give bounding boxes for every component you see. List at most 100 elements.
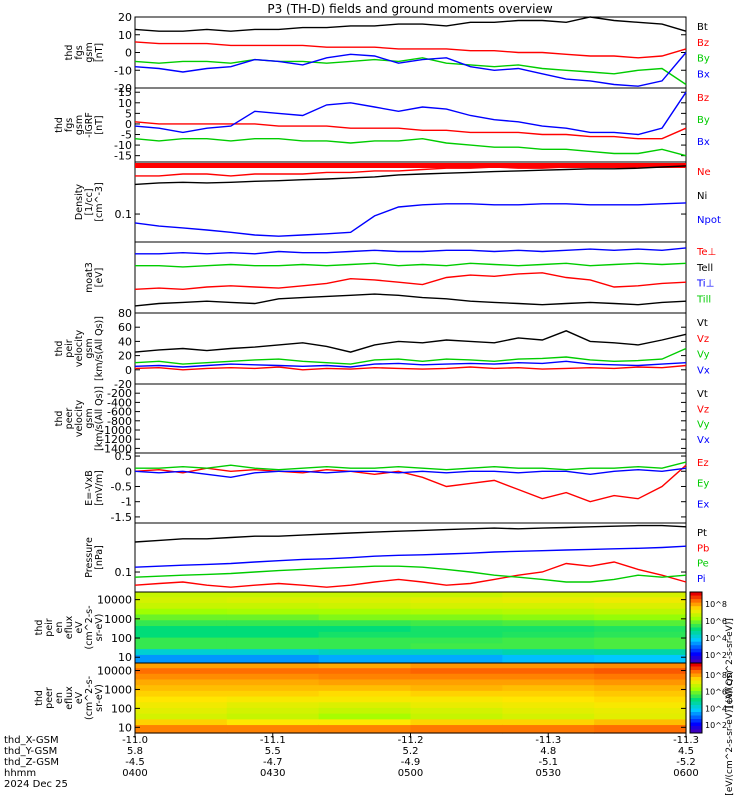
heatmap-cell [318,701,412,708]
series-line-Ez [134,464,687,503]
heatmap-cell [226,613,320,621]
y-axis-label: E=-VxB [84,470,95,505]
y-axis-label: sr-eV) [94,614,105,642]
colorbar-segment [690,729,702,734]
heatmap-cell [318,678,412,686]
heatmap-cell [226,707,320,714]
legend-Vt: Vt [697,389,708,400]
colorbar-segment [690,698,702,702]
legend-Pe: Pe [697,559,709,570]
legend-Vz: Vz [697,404,709,415]
y-axis-label: thd [34,620,45,636]
heatmap-cell [226,667,320,674]
legend-By: By [697,54,710,65]
heatmap-cell [594,667,687,674]
heatmap-cell [318,654,412,664]
y-tick-label: -15 [114,150,132,163]
heatmap-cell [502,673,595,680]
legend-Ey: Ey [697,479,709,490]
series-line-Vy [134,347,687,365]
heatmap-cell [410,701,503,708]
heatmap-cell [594,724,687,734]
y-tick-label: 40 [118,335,132,348]
legend-Bt: Bt [697,22,708,33]
colorbar-segment [690,616,702,621]
y-tick-label: 0.1 [115,208,133,221]
legend-Ex: Ex [697,499,709,510]
y-axis-label: Pressure [84,537,95,578]
heatmap-cell [410,654,503,664]
y-axis-label: eflux [64,615,75,639]
colorbar-segment [690,722,702,727]
colorbar-segment [690,684,702,688]
heatmap-cell [502,642,595,650]
y-axis-label: peer [64,408,75,430]
flag-bar [135,163,686,168]
colorbar-tick-label: 10^6 [705,617,727,626]
heatmap-cell [226,592,320,598]
heatmap-cell [594,718,687,726]
legend-Vy: Vy [697,350,710,361]
heatmap-cell [594,713,687,720]
heatmap-cell [135,684,228,691]
heatmap-cell [502,654,595,664]
series-line-Pe [134,565,687,583]
y-axis-label: [1/cc] [84,188,95,215]
heatmap-cell [502,684,595,691]
heatmap-cell [135,625,228,632]
colorbar-segment [690,708,702,713]
series-line-Npot [134,202,687,237]
heatmap-cell [318,667,412,674]
legend-Vx: Vx [697,365,710,376]
heatmap-cell [226,602,320,609]
colorbar: 10^8 10^6 10^4 10^2[eV/(cm^2-s-sr-eV)] [689,591,735,708]
heatmap-cell [226,636,320,644]
heatmap-cell [135,678,228,686]
heatmap-cell [135,636,228,644]
heatmap-cell [135,619,228,627]
y-tick-label: -800 [107,415,132,428]
heatmap-cell [318,602,412,609]
heatmap-cell [594,602,687,609]
x-row-label: thd_Z-GSM [4,757,59,768]
colorbar-segment [690,715,702,720]
heatmap-cell [226,678,320,686]
colorbar-segment [690,673,702,678]
y-axis-label: eV [74,621,85,634]
heatmap-cell [502,724,595,734]
heatmap-cell [318,592,412,598]
y-axis-label: en [54,692,65,704]
heatmap-cell [226,619,320,627]
series-line-Tell [134,293,687,307]
series-line-Vt [134,330,687,353]
heatmap-cell [135,673,228,680]
x-tick-label: -5.2 [676,757,696,768]
heatmap-cell [410,592,503,598]
heatmap-cell [594,690,687,697]
colorbar-segment [690,652,702,657]
y-tick-label: 1000 [104,683,132,696]
y-axis-label: thd [54,411,65,427]
x-tick-label: 5.8 [127,746,143,757]
heatmap-cell [594,625,687,632]
x-tick-label: -11.0 [122,735,148,746]
heatmap-cell [410,636,503,644]
colorbar-segment [690,666,702,671]
heatmap-cell [135,654,228,664]
heatmap-cell [410,608,503,615]
heatmap-cell [410,707,503,714]
colorbar-segment [690,726,702,730]
colorbar-frame [689,662,703,734]
heatmap-cell [226,642,320,650]
heatmap-cell [410,642,503,650]
colorbar-tick-label: 10^8 [705,671,727,680]
colorbar: 10^8 10^6 10^4 10^2[eV/(cm^2-s-sr-eV)] (All… [689,662,735,796]
heatmap-cell [226,608,320,615]
colorbar-segment [690,687,702,692]
y-axis-label: velocity [74,330,85,368]
colorbar-tick-label: 10^6 [705,688,727,697]
colorbar-tick-label: 10^2 [705,721,727,730]
heatmap-cell [135,642,228,650]
